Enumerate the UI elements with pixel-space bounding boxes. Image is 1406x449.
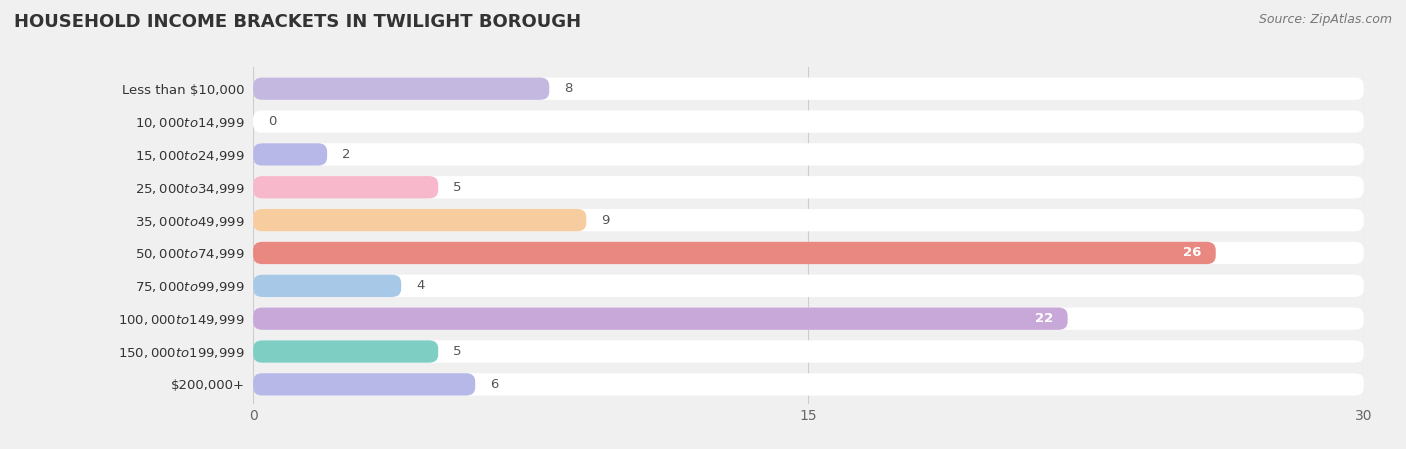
Text: Source: ZipAtlas.com: Source: ZipAtlas.com [1258, 13, 1392, 26]
Text: 9: 9 [602, 214, 609, 227]
FancyBboxPatch shape [253, 209, 586, 231]
FancyBboxPatch shape [253, 143, 328, 166]
FancyBboxPatch shape [253, 78, 1364, 100]
FancyBboxPatch shape [253, 340, 1364, 363]
Text: HOUSEHOLD INCOME BRACKETS IN TWILIGHT BOROUGH: HOUSEHOLD INCOME BRACKETS IN TWILIGHT BO… [14, 13, 581, 31]
FancyBboxPatch shape [253, 242, 1364, 264]
FancyBboxPatch shape [253, 143, 1364, 166]
FancyBboxPatch shape [253, 308, 1364, 330]
Text: 2: 2 [342, 148, 350, 161]
FancyBboxPatch shape [253, 308, 1067, 330]
Text: 8: 8 [564, 82, 572, 95]
FancyBboxPatch shape [253, 176, 439, 198]
FancyBboxPatch shape [253, 275, 401, 297]
Text: 5: 5 [453, 345, 461, 358]
FancyBboxPatch shape [253, 340, 439, 363]
FancyBboxPatch shape [253, 78, 550, 100]
FancyBboxPatch shape [253, 110, 1364, 133]
Text: 5: 5 [453, 181, 461, 194]
FancyBboxPatch shape [253, 373, 475, 396]
FancyBboxPatch shape [253, 373, 1364, 396]
FancyBboxPatch shape [253, 176, 1364, 198]
Text: 26: 26 [1182, 247, 1201, 260]
Text: 6: 6 [491, 378, 498, 391]
Text: 4: 4 [416, 279, 425, 292]
FancyBboxPatch shape [253, 242, 1216, 264]
FancyBboxPatch shape [253, 275, 1364, 297]
Text: 0: 0 [269, 115, 276, 128]
FancyBboxPatch shape [253, 209, 1364, 231]
Text: 22: 22 [1035, 312, 1053, 325]
